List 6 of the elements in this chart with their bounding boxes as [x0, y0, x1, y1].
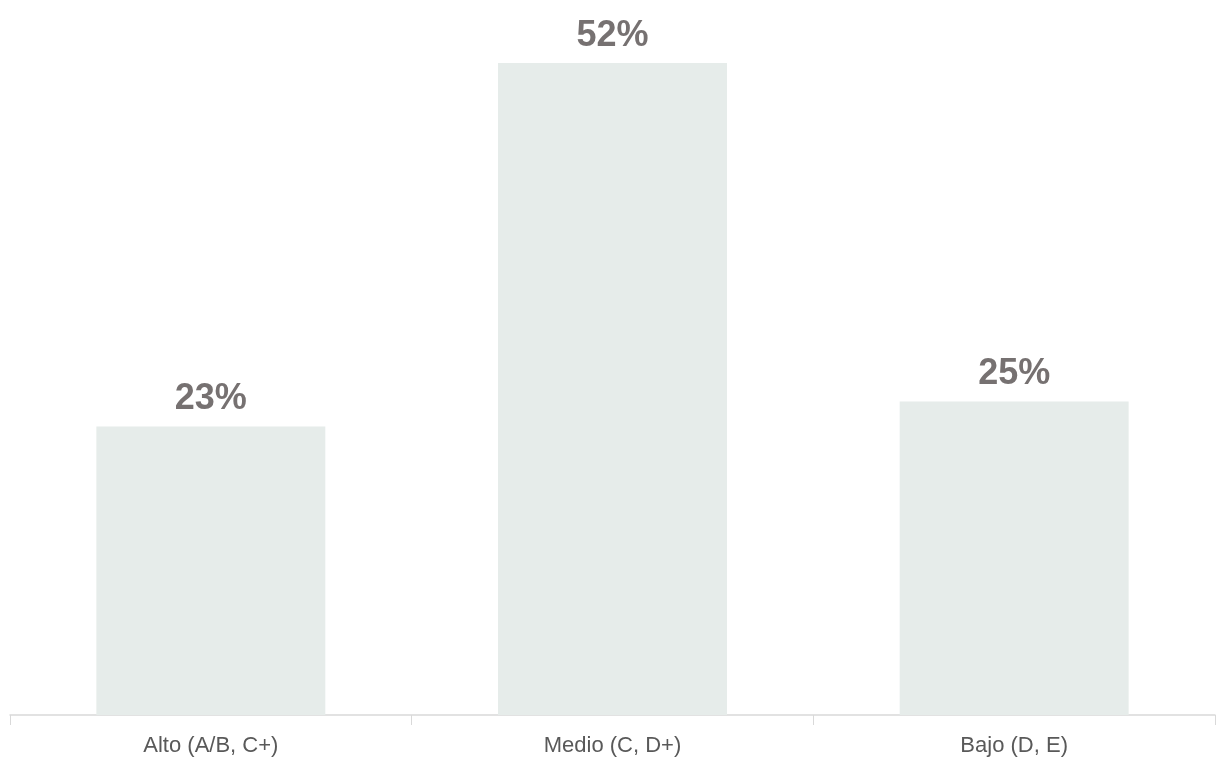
x-tick-label: Bajo (D, E)	[960, 731, 1068, 757]
data-label: 25%	[978, 351, 1051, 393]
data-label: 52%	[576, 12, 649, 54]
data-label: 23%	[174, 376, 247, 418]
x-tick-label: Medio (C, D+)	[543, 731, 682, 757]
x-tick-label: Alto (A/B, C+)	[143, 731, 279, 757]
